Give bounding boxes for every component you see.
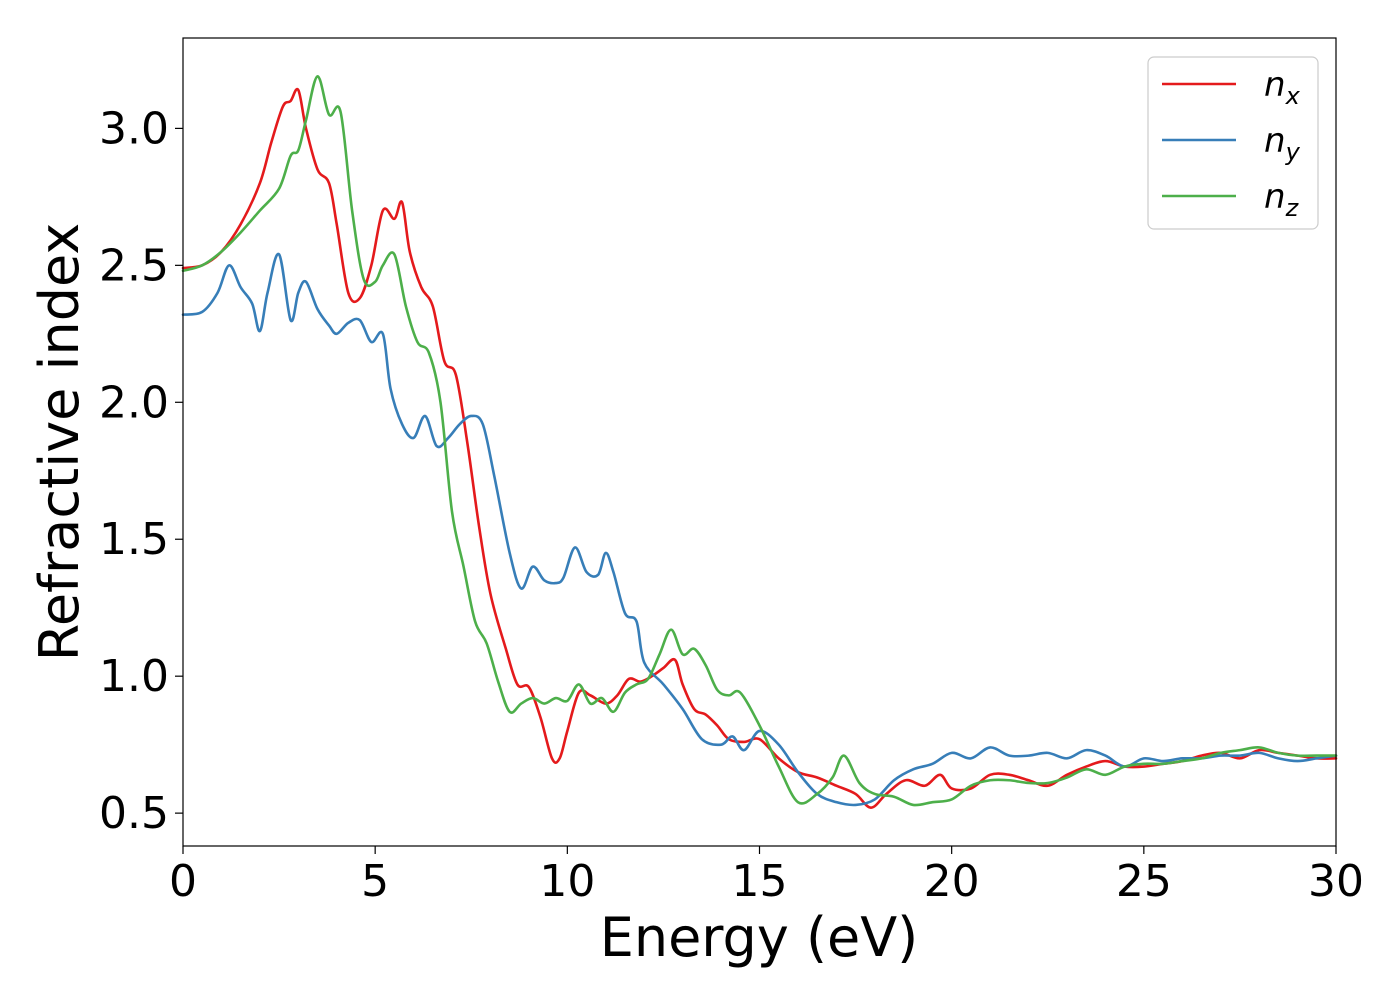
y-tick-label: 2.5 (99, 240, 169, 291)
y-tick-label: 1.5 (99, 514, 169, 565)
legend-label-subscript: x (1285, 82, 1301, 110)
legend-box (1147, 56, 1319, 230)
series-layer (181, 75, 1338, 809)
legend-label-subscript: z (1285, 194, 1300, 222)
y-axis-label: Refractive index (28, 223, 91, 662)
x-tick-label: 30 (1308, 856, 1364, 907)
x-tick-label: 5 (361, 856, 389, 907)
y-tick-label: 3.0 (99, 103, 169, 154)
legend-label-subscript: y (1285, 138, 1301, 166)
series-line-n-y (181, 252, 1338, 807)
y-axis-ticks: 0.5 1.0 1.5 2.0 2.5 3.0 (99, 103, 183, 839)
y-tick-label: 0.5 (99, 788, 169, 839)
x-tick-label: 20 (924, 856, 980, 907)
x-tick-label: 25 (1116, 856, 1172, 907)
x-axis-label: Energy (eV) (600, 906, 919, 969)
x-axis-ticks: 0 5 10 15 20 25 30 (169, 846, 1364, 907)
x-tick-label: 10 (539, 856, 595, 907)
series-line-n-z (181, 75, 1338, 807)
y-tick-label: 2.0 (99, 377, 169, 428)
x-tick-label: 15 (732, 856, 788, 907)
x-tick-label: 0 (169, 856, 197, 907)
y-tick-label: 1.0 (99, 651, 169, 702)
